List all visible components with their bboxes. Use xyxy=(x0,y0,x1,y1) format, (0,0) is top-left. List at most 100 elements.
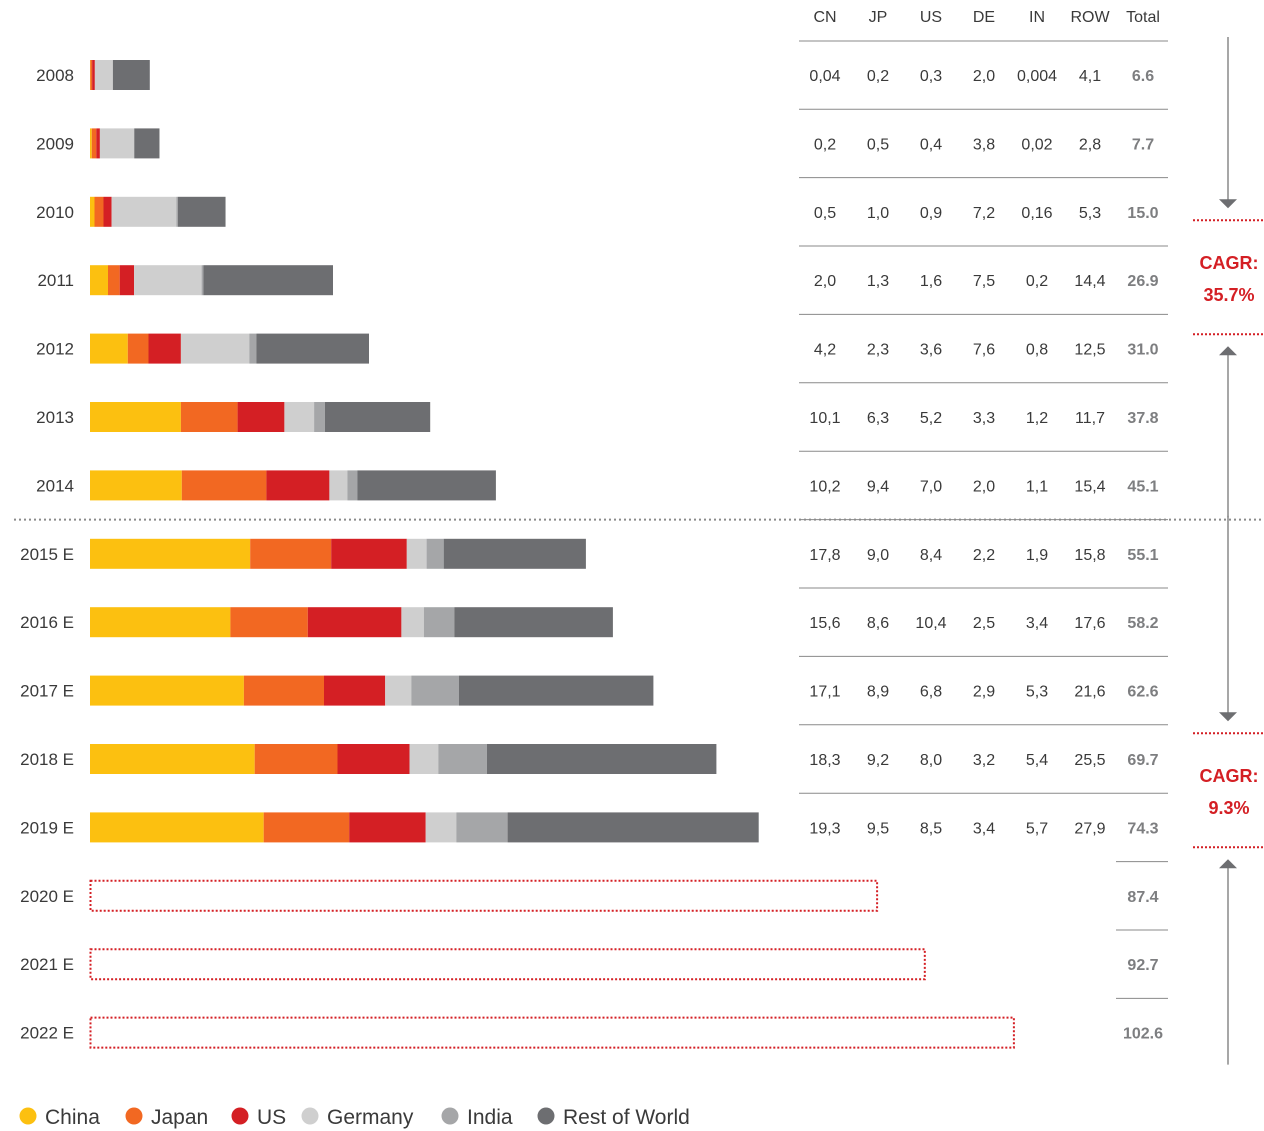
bar-segment-jp xyxy=(94,196,104,227)
legend-item-in: India xyxy=(441,1106,513,1129)
column-header-jp: JP xyxy=(869,9,888,26)
bar-segment-us xyxy=(324,675,386,706)
bar-segment-cn xyxy=(90,812,264,843)
legend-label: US xyxy=(257,1106,286,1129)
total-value-label: 15.0 xyxy=(1127,205,1158,222)
year-label: 2020 E xyxy=(20,887,74,906)
legend-label: China xyxy=(45,1106,100,1129)
year-label: 2011 xyxy=(37,271,74,290)
bar-segment-us xyxy=(96,128,100,159)
value-label-de: 2,0 xyxy=(973,478,995,495)
bar-segment-de xyxy=(425,812,457,843)
value-label-jp: 2,3 xyxy=(867,342,889,359)
value-label-cn: 15,6 xyxy=(809,615,840,632)
value-label-in: 5,7 xyxy=(1026,820,1048,837)
value-label-jp: 8,9 xyxy=(867,684,889,701)
legend-marker xyxy=(301,1107,319,1125)
chart-row: 2013 10,1 6,3 5,2 3,3 1,2 11,7 37.8 xyxy=(36,402,1168,452)
value-label-us: 8,5 xyxy=(920,820,942,837)
bar-segment-us xyxy=(237,402,285,432)
value-label-us: 8,4 xyxy=(920,547,942,564)
value-label-in: 1,1 xyxy=(1026,478,1048,495)
bar-segment-jp xyxy=(91,128,97,159)
bar-segment-cn xyxy=(90,470,182,501)
value-label-row: 27,9 xyxy=(1074,820,1105,837)
bar-segment-de xyxy=(180,333,250,364)
chart-row: 2019 E 19,3 9,5 8,5 3,4 5,7 27,9 74.3 xyxy=(20,812,1168,863)
bar-segment-in xyxy=(347,470,358,501)
value-label-in: 5,3 xyxy=(1026,684,1048,701)
year-label: 2018 E xyxy=(20,750,74,769)
value-label-jp: 9,4 xyxy=(867,478,889,495)
legend-label: Japan xyxy=(151,1106,208,1129)
value-label-de: 3,2 xyxy=(973,752,995,769)
chart-row: 2020 E 87.4 xyxy=(20,879,1168,931)
cagr-label: CAGR: xyxy=(1200,766,1259,786)
bar-segment-de xyxy=(329,470,348,501)
legend-item-row: Rest of World xyxy=(537,1106,690,1129)
value-label-us: 6,8 xyxy=(920,684,942,701)
chart-row: 2009 0,2 0,5 0,4 3,8 0,02 2,8 7.7 xyxy=(36,128,1168,179)
bar-segment-cn xyxy=(90,402,181,432)
year-label: 2019 E xyxy=(20,818,74,837)
bar-segment-row xyxy=(507,812,759,843)
value-label-us: 7,0 xyxy=(920,478,942,495)
total-value-label: 45.1 xyxy=(1127,478,1158,495)
total-value-label: 7.7 xyxy=(1132,136,1154,153)
value-label-in: 0,02 xyxy=(1021,136,1052,153)
legend-marker xyxy=(19,1107,37,1125)
value-label-row: 17,6 xyxy=(1074,615,1105,632)
total-value-label: 92.7 xyxy=(1127,957,1158,974)
arrow-up-icon xyxy=(1219,859,1237,869)
value-label-in: 1,2 xyxy=(1026,410,1048,427)
total-value-label: 87.4 xyxy=(1127,889,1158,906)
value-label-jp: 9,2 xyxy=(867,752,889,769)
value-label-in: 0,8 xyxy=(1026,342,1048,359)
value-label-cn: 10,1 xyxy=(809,410,840,427)
forecast-total-bar xyxy=(89,948,926,981)
legend-marker xyxy=(231,1107,249,1125)
cagr-annotation: CAGR: 35.7% xyxy=(1193,37,1264,518)
forecast-total-bar xyxy=(89,1016,1015,1049)
column-header-row: ROW xyxy=(1070,9,1110,26)
value-label-jp: 8,6 xyxy=(867,615,889,632)
value-label-row: 11,7 xyxy=(1075,410,1105,427)
arrow-down-icon xyxy=(1219,199,1237,209)
value-label-row: 25,5 xyxy=(1074,752,1105,769)
bar-segment-cn xyxy=(90,607,231,638)
bar-segment-us xyxy=(349,812,426,843)
value-label-in: 0,004 xyxy=(1017,68,1057,85)
bar-segment-jp xyxy=(127,333,149,364)
bar-segment-in xyxy=(423,607,455,638)
bar-segment-in xyxy=(456,812,508,843)
bar-segment-us xyxy=(103,196,112,227)
bar-segment-jp xyxy=(250,538,332,569)
value-label-de: 3,4 xyxy=(973,820,995,837)
bar-segment-us xyxy=(119,265,135,296)
value-label-row: 5,3 xyxy=(1079,205,1101,222)
bar-segment-de xyxy=(284,402,315,432)
legend-label: Germany xyxy=(327,1106,414,1129)
column-header-de: DE xyxy=(973,9,995,26)
value-label-jp: 6,3 xyxy=(867,410,889,427)
value-label-us: 1,6 xyxy=(920,273,942,290)
bar-segment-jp xyxy=(230,607,308,638)
value-label-in: 0,16 xyxy=(1021,205,1052,222)
bar-segment-row xyxy=(203,265,333,296)
bar-segment-de xyxy=(134,265,202,296)
bar-segment-us xyxy=(307,607,402,638)
value-label-cn: 10,2 xyxy=(809,478,840,495)
column-header-us: US xyxy=(920,9,942,26)
bar-segment-cn xyxy=(90,538,251,569)
value-label-row: 15,8 xyxy=(1074,547,1105,564)
value-label-jp: 9,5 xyxy=(867,820,889,837)
value-label-cn: 0,04 xyxy=(809,68,840,85)
value-label-de: 7,5 xyxy=(973,273,995,290)
chart-row: 2022 E 102.6 xyxy=(20,1016,1163,1049)
bar-segment-row xyxy=(256,333,369,364)
bar-segment-de xyxy=(401,607,424,638)
value-label-cn: 17,8 xyxy=(809,547,840,564)
legend-label: Rest of World xyxy=(563,1106,690,1129)
bar-segment-jp xyxy=(108,265,120,296)
